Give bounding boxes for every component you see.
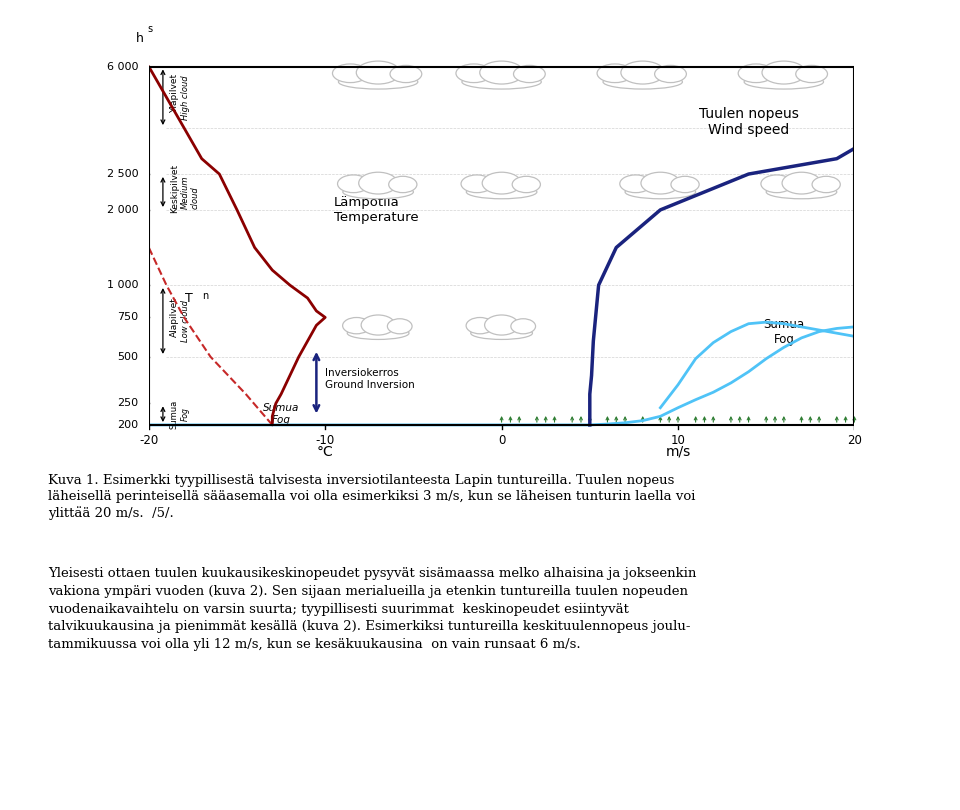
Text: ylittää 20 m/s.  /5/.: ylittää 20 m/s. /5/. [48,506,174,520]
Text: 1 000: 1 000 [107,280,138,290]
Text: -10: -10 [316,434,335,447]
Ellipse shape [625,185,696,198]
Text: Sumua: Sumua [170,399,179,428]
Text: 750: 750 [117,313,138,322]
Ellipse shape [467,318,493,334]
Ellipse shape [462,75,541,89]
Ellipse shape [812,177,840,193]
Text: h: h [136,32,144,45]
Text: -20: -20 [139,434,158,447]
Text: 250: 250 [117,399,138,408]
Text: Lämpötila
Temperature: Lämpötila Temperature [334,196,419,224]
Ellipse shape [461,175,492,193]
Ellipse shape [641,173,680,194]
Ellipse shape [655,66,686,83]
Ellipse shape [482,173,521,194]
Ellipse shape [621,61,664,84]
Text: Fog: Fog [180,407,189,421]
Ellipse shape [361,315,396,335]
Text: Sumua
Fog: Sumua Fog [763,318,804,346]
Ellipse shape [597,64,633,83]
Text: n: n [202,291,208,301]
Ellipse shape [388,319,412,334]
Text: vakiona ympäri vuoden (kuva 2). Sen sijaan merialueilla ja etenkin tuntureilla t: vakiona ympäri vuoden (kuva 2). Sen sija… [48,585,688,598]
Text: m/s: m/s [665,445,690,458]
Text: läheisellä perinteisellä sääasemalla voi olla esimerkiksi 3 m/s, kun se läheisen: läheisellä perinteisellä sääasemalla voi… [48,490,695,503]
Bar [149,66,854,425]
Text: talvikuukausina ja pienimmät kesällä (kuva 2). Esimerkiksi tuntureilla keskituul: talvikuukausina ja pienimmät kesällä (ku… [48,620,690,633]
Text: s: s [147,24,153,34]
Text: T: T [185,292,193,305]
Text: Yläpilvet: Yläpilvet [170,74,179,113]
Text: tammikuussa voi olla yli 12 m/s, kun se kesäkuukausina  on vain runsaat 6 m/s.: tammikuussa voi olla yli 12 m/s, kun se … [48,638,581,651]
Text: 2 500: 2 500 [107,169,138,179]
Ellipse shape [762,61,805,84]
Ellipse shape [338,175,370,193]
Ellipse shape [339,75,418,89]
Ellipse shape [511,319,536,334]
Text: High cloud: High cloud [180,75,189,120]
Ellipse shape [796,66,828,83]
Ellipse shape [343,185,414,198]
Text: 500: 500 [117,352,138,362]
Ellipse shape [467,185,537,198]
Ellipse shape [761,175,793,193]
Text: Medium
cloud: Medium cloud [180,175,200,209]
Text: Inversiokerros
Ground Inversion: Inversiokerros Ground Inversion [325,369,415,390]
Ellipse shape [603,75,683,89]
Ellipse shape [480,61,523,84]
Ellipse shape [356,61,400,84]
Text: °C: °C [317,445,333,458]
Text: Keskipilvet: Keskipilvet [170,164,179,213]
Text: Yleisesti ottaen tuulen kuukausikeskinopeudet pysyvät sisämaassa melko alhaisina: Yleisesti ottaen tuulen kuukausikeskinop… [48,567,696,580]
Text: 0: 0 [498,434,505,447]
Text: 200: 200 [117,420,138,430]
Ellipse shape [514,66,545,83]
Ellipse shape [343,318,371,334]
Text: Alapilvet: Alapilvet [170,297,179,337]
Ellipse shape [738,64,774,83]
Text: 6 000: 6 000 [107,62,138,71]
Text: vuodenaikavaihtelu on varsin suurta; tyypillisesti suurimmat  keskinopeudet esii: vuodenaikavaihtelu on varsin suurta; tyy… [48,603,629,616]
Text: 2 000: 2 000 [107,205,138,215]
Text: Tuulen nopeus
Wind speed: Tuulen nopeus Wind speed [699,107,799,137]
Ellipse shape [389,177,417,193]
Text: Sumua
Fog: Sumua Fog [263,403,300,425]
Ellipse shape [359,173,397,194]
Ellipse shape [456,64,492,83]
Ellipse shape [332,64,369,83]
Text: Kuva 1. Esimerkki tyypillisestä talvisesta inversiotilanteesta Lapin tuntureilla: Kuva 1. Esimerkki tyypillisestä talvises… [48,474,674,487]
Ellipse shape [513,177,540,193]
Text: Low cloud: Low cloud [180,300,189,342]
Ellipse shape [744,75,824,89]
Text: 20: 20 [847,434,862,447]
Text: 10: 10 [671,434,685,447]
Ellipse shape [766,185,837,198]
Ellipse shape [671,177,699,193]
Ellipse shape [485,315,518,335]
Ellipse shape [782,173,821,194]
Ellipse shape [620,175,652,193]
Ellipse shape [470,327,533,339]
Ellipse shape [390,66,421,83]
Ellipse shape [348,327,409,339]
